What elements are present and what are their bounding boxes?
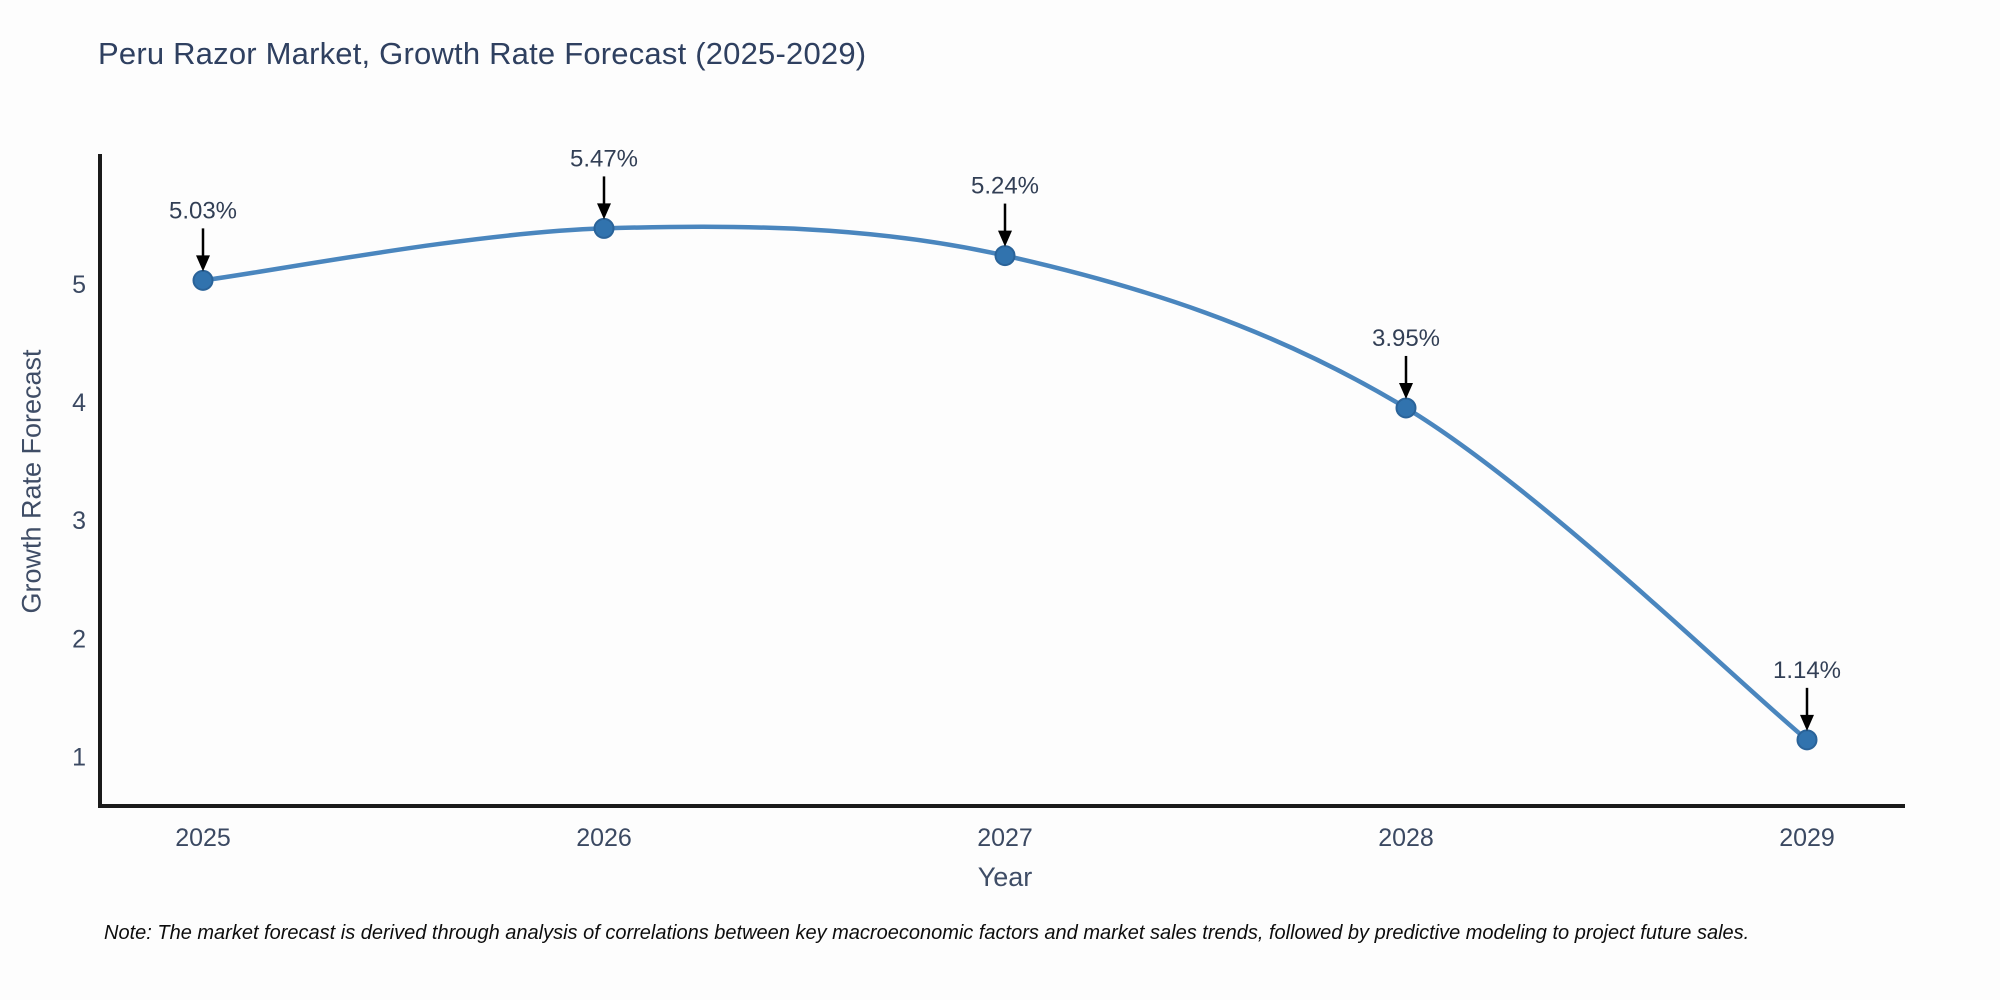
- annotation-arrow-head: [1800, 714, 1814, 731]
- x-axis-title: Year: [977, 862, 1033, 892]
- x-tick-label: 2026: [576, 824, 632, 852]
- y-tick-label: 2: [72, 625, 86, 653]
- point-value-label: 1.14%: [1773, 657, 1841, 684]
- data-point-2027[interactable]: [994, 245, 1016, 267]
- x-tick-label: 2029: [1779, 824, 1835, 852]
- y-tick-label: 1: [72, 743, 86, 771]
- x-tick-label: 2025: [175, 824, 231, 852]
- y-axis-title: Growth Rate Forecast: [16, 349, 47, 614]
- y-tick-label: 5: [72, 271, 86, 299]
- point-value-label: 5.24%: [971, 173, 1039, 200]
- y-tick-label: 4: [72, 389, 86, 417]
- point-value-label: 3.95%: [1372, 325, 1440, 352]
- data-point-2028[interactable]: [1395, 397, 1417, 419]
- annotation-arrow-head: [1399, 382, 1413, 399]
- chart-footnote: Note: The market forecast is derived thr…: [104, 922, 1750, 944]
- y-tick-label: 3: [72, 507, 86, 535]
- data-point-2026[interactable]: [593, 217, 615, 239]
- point-value-label: 5.03%: [169, 197, 237, 224]
- axis-lines: [98, 154, 1905, 808]
- chart-title: Peru Razor Market, Growth Rate Forecast …: [98, 36, 867, 71]
- point-value-label: 5.47%: [570, 145, 638, 172]
- annotation-arrow-head: [597, 203, 611, 220]
- x-tick-label: 2028: [1378, 824, 1434, 852]
- forecast-line: [200, 224, 1810, 743]
- data-point-2029[interactable]: [1796, 729, 1818, 751]
- annotation-arrow-head: [998, 230, 1012, 247]
- data-point-2025[interactable]: [192, 269, 214, 291]
- x-tick-label: 2027: [977, 824, 1033, 852]
- annotation-arrow-head: [196, 255, 210, 272]
